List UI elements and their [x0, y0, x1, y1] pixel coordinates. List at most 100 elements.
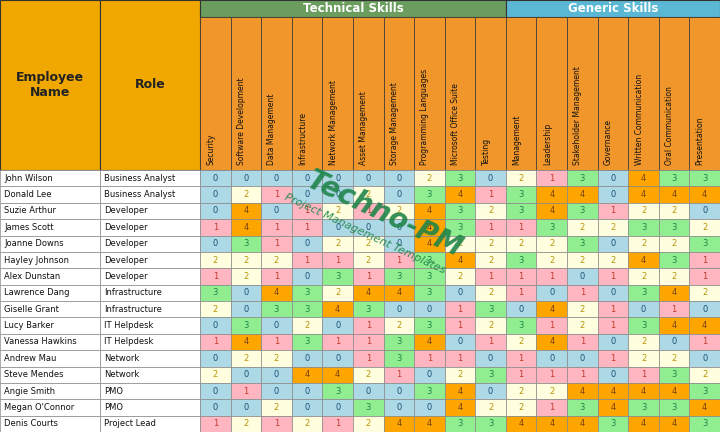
Bar — [200, 285, 230, 301]
Text: Suzie Arthur: Suzie Arthur — [4, 206, 56, 216]
Bar — [659, 416, 690, 432]
Text: 1: 1 — [274, 419, 279, 428]
Bar — [353, 301, 384, 318]
Text: 3: 3 — [702, 419, 707, 428]
Text: 3: 3 — [702, 387, 707, 396]
Bar — [384, 170, 414, 186]
Bar — [261, 170, 292, 186]
Text: IT Helpdesk: IT Helpdesk — [104, 337, 153, 346]
Bar — [100, 399, 200, 416]
Text: 4: 4 — [672, 387, 677, 396]
Text: 0: 0 — [396, 387, 402, 396]
Text: 2: 2 — [488, 321, 493, 330]
Bar — [261, 235, 292, 252]
Bar — [353, 170, 384, 186]
Bar — [384, 186, 414, 203]
Text: 0: 0 — [243, 370, 248, 379]
Bar — [567, 416, 598, 432]
Bar — [100, 383, 200, 399]
Bar — [690, 318, 720, 334]
Text: Developer: Developer — [104, 223, 148, 232]
Text: 2: 2 — [549, 239, 554, 248]
Text: 2: 2 — [580, 256, 585, 264]
Text: 3: 3 — [702, 239, 707, 248]
Bar — [200, 17, 230, 170]
Bar — [567, 268, 598, 285]
Text: 3: 3 — [641, 321, 647, 330]
Text: 4: 4 — [611, 387, 616, 396]
Text: 2: 2 — [212, 305, 218, 314]
Bar — [567, 219, 598, 235]
Text: 0: 0 — [611, 190, 616, 199]
Text: 1: 1 — [396, 256, 402, 264]
Text: 0: 0 — [488, 354, 493, 363]
Text: 1: 1 — [549, 403, 554, 412]
Text: 3: 3 — [549, 223, 554, 232]
Text: 3: 3 — [274, 305, 279, 314]
Bar — [475, 334, 506, 350]
Text: 1: 1 — [212, 337, 218, 346]
Text: Developer: Developer — [104, 272, 148, 281]
Text: Network: Network — [104, 370, 139, 379]
Text: 1: 1 — [580, 288, 585, 297]
Bar — [536, 285, 567, 301]
Text: 3: 3 — [518, 321, 524, 330]
Text: 4: 4 — [641, 419, 646, 428]
Text: 0: 0 — [274, 370, 279, 379]
Text: 1: 1 — [488, 272, 493, 281]
Bar — [536, 318, 567, 334]
Text: 0: 0 — [335, 403, 341, 412]
Text: 0: 0 — [549, 354, 554, 363]
Bar — [629, 318, 659, 334]
Text: 2: 2 — [518, 387, 524, 396]
Bar — [690, 350, 720, 366]
Text: 0: 0 — [396, 174, 402, 183]
Text: Business Analyst: Business Analyst — [104, 190, 175, 199]
Bar — [690, 285, 720, 301]
Text: 0: 0 — [457, 288, 463, 297]
Text: 1: 1 — [518, 370, 524, 379]
Text: 4: 4 — [641, 387, 646, 396]
Bar — [506, 301, 536, 318]
Bar — [567, 235, 598, 252]
Text: 0: 0 — [274, 387, 279, 396]
Bar — [200, 186, 230, 203]
Text: 3: 3 — [366, 403, 371, 412]
Bar — [384, 318, 414, 334]
Text: 1: 1 — [580, 370, 585, 379]
Bar — [690, 203, 720, 219]
Bar — [261, 416, 292, 432]
Bar — [475, 235, 506, 252]
Bar — [445, 285, 475, 301]
Bar — [445, 399, 475, 416]
Bar — [475, 285, 506, 301]
Text: 2: 2 — [488, 256, 493, 264]
Text: 0: 0 — [702, 354, 707, 363]
Text: 0: 0 — [611, 239, 616, 248]
Bar — [100, 318, 200, 334]
Text: 4: 4 — [427, 206, 432, 216]
Text: 4: 4 — [549, 337, 554, 346]
Bar — [690, 383, 720, 399]
Bar — [0, 186, 100, 203]
Bar — [659, 203, 690, 219]
Text: 2: 2 — [212, 256, 218, 264]
Bar — [292, 285, 323, 301]
Text: 3: 3 — [305, 337, 310, 346]
Text: 1: 1 — [549, 370, 554, 379]
Bar — [100, 170, 200, 186]
Bar — [0, 318, 100, 334]
Bar — [536, 416, 567, 432]
Bar — [506, 318, 536, 334]
Text: 1: 1 — [274, 190, 279, 199]
Bar — [445, 219, 475, 235]
Text: 2: 2 — [335, 206, 341, 216]
Bar — [659, 219, 690, 235]
Bar — [292, 170, 323, 186]
Text: 1: 1 — [549, 272, 554, 281]
Text: 0: 0 — [212, 403, 218, 412]
Text: 0: 0 — [702, 305, 707, 314]
Bar — [690, 268, 720, 285]
Bar — [414, 350, 445, 366]
Bar — [690, 252, 720, 268]
